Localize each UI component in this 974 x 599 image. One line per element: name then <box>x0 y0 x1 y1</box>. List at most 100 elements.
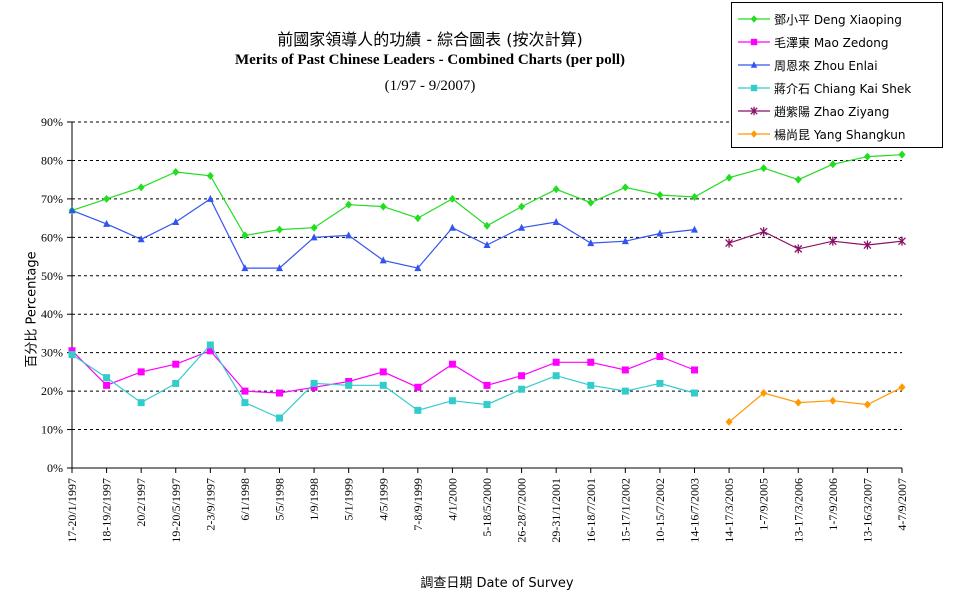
legend-swatch <box>738 61 770 68</box>
data-point <box>760 164 768 173</box>
data-point <box>518 202 526 211</box>
x-tick-label: 14-17/3/2005 <box>722 478 736 543</box>
data-point <box>206 194 214 202</box>
x-tick-label: 10-15/7/2002 <box>653 478 667 543</box>
data-point <box>68 206 76 214</box>
data-point <box>750 106 758 116</box>
data-point <box>172 379 180 387</box>
data-point <box>750 38 758 46</box>
x-tick-label: 2-3/9/1997 <box>203 478 217 531</box>
data-point <box>483 401 491 409</box>
data-point <box>345 231 353 239</box>
legend-swatch <box>738 130 770 138</box>
y-axis-label: 百分比 Percentage <box>24 251 40 368</box>
y-tick-label: 40% <box>41 307 63 321</box>
legend-swatch <box>738 38 770 46</box>
data-point <box>691 389 698 397</box>
legend-item: 蔣介石 Chiang Kai Shek <box>732 79 942 97</box>
data-point <box>621 183 629 192</box>
data-point <box>552 372 560 380</box>
data-point <box>759 227 768 237</box>
data-point <box>68 347 76 355</box>
data-point <box>898 150 906 159</box>
data-point <box>656 191 664 200</box>
x-tick-label: 5/5/1998 <box>273 478 287 521</box>
legend-label: 毛澤東 Mao Zedong <box>774 36 889 50</box>
y-tick-label: 20% <box>41 384 63 398</box>
data-point <box>725 238 734 248</box>
data-point <box>310 223 318 232</box>
data-point <box>750 130 758 138</box>
data-point <box>725 173 733 182</box>
legend-label: 趙紫陽 Zhao Ziyang <box>774 105 890 119</box>
data-point <box>276 389 283 397</box>
data-point <box>379 256 387 264</box>
data-point <box>414 383 422 391</box>
data-point <box>656 353 664 361</box>
data-point <box>414 406 422 414</box>
chart-title-chinese: 前國家領導人的功績 - 綜合圖表 (按次計算) <box>277 30 583 49</box>
legend-label: 周恩來 Zhou Enlai <box>774 59 878 73</box>
data-point <box>863 152 871 161</box>
legend-label: 鄧小平 Deng Xiaoping <box>774 13 902 27</box>
data-point <box>448 360 456 368</box>
data-point <box>828 236 837 246</box>
data-point <box>518 372 526 380</box>
x-tick-label: 18-19/2/1997 <box>100 478 114 543</box>
data-point <box>794 398 802 407</box>
data-point <box>206 171 214 180</box>
data-point <box>172 360 180 368</box>
x-tick-label: 17-20/1/1997 <box>65 478 79 543</box>
data-point <box>448 194 456 203</box>
x-tick-label: 14-16/7/2003 <box>688 478 702 543</box>
x-tick-label: 7-8/9/1999 <box>411 478 425 531</box>
x-tick-label: 13-16/3/2007 <box>860 478 874 543</box>
data-point <box>103 374 111 382</box>
data-point <box>137 368 145 376</box>
legend-swatch <box>738 106 770 116</box>
data-point <box>587 358 595 366</box>
data-point <box>691 225 698 233</box>
data-point <box>898 236 906 246</box>
x-tick-label: 4-7/9/2007 <box>895 478 909 531</box>
data-point <box>829 396 837 405</box>
data-point <box>483 241 491 249</box>
x-tick-label: 13-17/3/2006 <box>791 478 805 543</box>
legend: 鄧小平 Deng Xiaoping 毛澤東 Mao Zedong 周恩來 Zhou … <box>731 2 943 148</box>
data-point <box>691 192 698 201</box>
data-point <box>552 185 560 194</box>
data-point <box>691 366 698 374</box>
data-point <box>587 239 595 247</box>
data-point <box>898 383 906 392</box>
x-tick-label: 5/1/1999 <box>342 478 356 521</box>
data-point <box>241 387 249 395</box>
data-point <box>552 358 560 366</box>
data-point <box>552 217 560 225</box>
data-point <box>483 221 491 230</box>
data-point <box>518 223 526 231</box>
x-tick-label: 16-18/7/2001 <box>584 478 598 543</box>
legend-label: 蔣介石 Chiang Kai Shek <box>774 82 912 96</box>
data-point <box>656 229 664 237</box>
data-point <box>621 387 629 395</box>
legend-item: 鄧小平 Deng Xiaoping <box>732 10 942 28</box>
y-tick-label: 0% <box>47 461 63 475</box>
data-point <box>137 183 145 192</box>
chart-title-english: Merits of Past Chinese Leaders - Combine… <box>234 52 626 68</box>
data-point <box>310 383 318 391</box>
data-point <box>518 385 526 393</box>
legend-swatch <box>738 84 770 92</box>
x-tick-label: 20/2/1997 <box>134 478 148 527</box>
data-point <box>172 217 180 225</box>
x-tick-label: 4/5/1999 <box>376 478 390 521</box>
data-point <box>241 264 249 272</box>
x-tick-label: 1/9/1998 <box>307 478 321 521</box>
data-point <box>829 160 837 169</box>
data-point <box>448 397 456 405</box>
data-point <box>206 341 214 349</box>
chart-period: (1/97 - 9/2007) <box>384 78 476 94</box>
data-point <box>103 219 111 227</box>
x-tick-label: 26-28/7/2000 <box>515 478 529 543</box>
x-tick-label: 6/1/1998 <box>238 478 252 521</box>
data-point <box>760 389 768 398</box>
